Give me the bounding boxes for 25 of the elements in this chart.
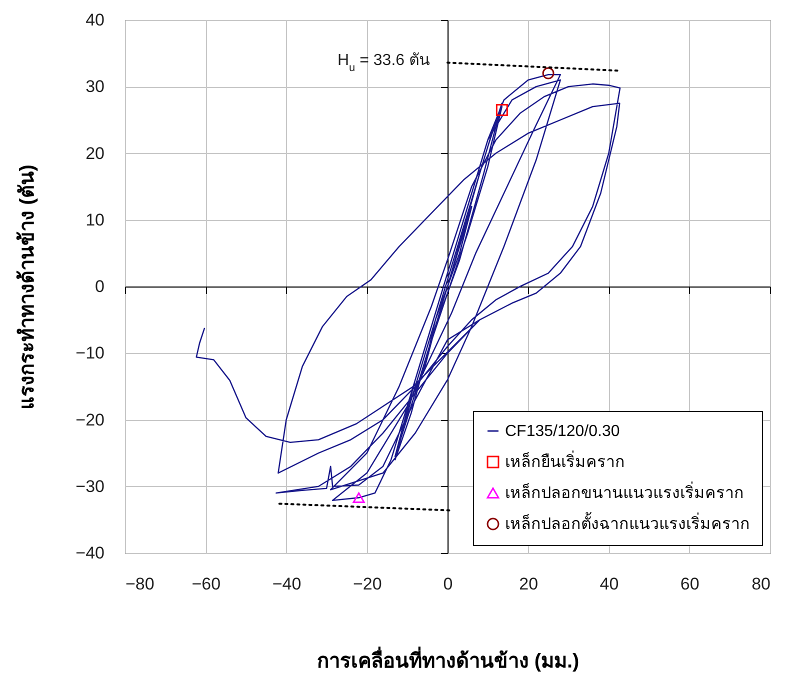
legend-label: เหล็กปลอกขนานแนวแรงเริ่มคราก (505, 481, 744, 502)
x-tick-label: 0 (443, 574, 453, 594)
x-tick-label: −20 (352, 574, 382, 594)
annotation: H$_{u}$ = 33.6 ตัน (337, 52, 430, 74)
y-tick-label: −30 (76, 476, 104, 496)
y-tick-label: 40 (86, 10, 104, 30)
legend-label: เหล็กปลอกตั้งฉากแนวแรงเริ่มคราก (505, 512, 750, 533)
legend-label: เหล็กยืนเริ่มคราก (505, 450, 625, 471)
x-tick-label: −80 (126, 574, 154, 594)
y-tick-label: 30 (86, 77, 104, 96)
x-tick-label: −40 (272, 574, 302, 594)
y-axis-title: แรงกระทำทางด้านข้าง (ตัน) (16, 164, 38, 410)
x-tick-label: 20 (519, 574, 538, 594)
x-tick-label: 60 (680, 574, 700, 594)
y-tick-label: −40 (76, 544, 104, 562)
y-tick-label: −20 (76, 410, 104, 430)
x-tick-label: −60 (192, 574, 221, 594)
x-tick-label: 80 (752, 574, 770, 594)
y-tick-label: 20 (86, 144, 104, 163)
x-tick-label: 40 (600, 574, 619, 594)
y-tick-label: 10 (86, 210, 104, 230)
x-axis-title: การเคลื่อนที่ทางด้านข้าง (มม.) (316, 646, 580, 672)
y-tick-label: −10 (76, 344, 104, 363)
legend-label: CF135/120/0.30 (505, 423, 620, 440)
y-tick-label: 0 (95, 277, 104, 296)
